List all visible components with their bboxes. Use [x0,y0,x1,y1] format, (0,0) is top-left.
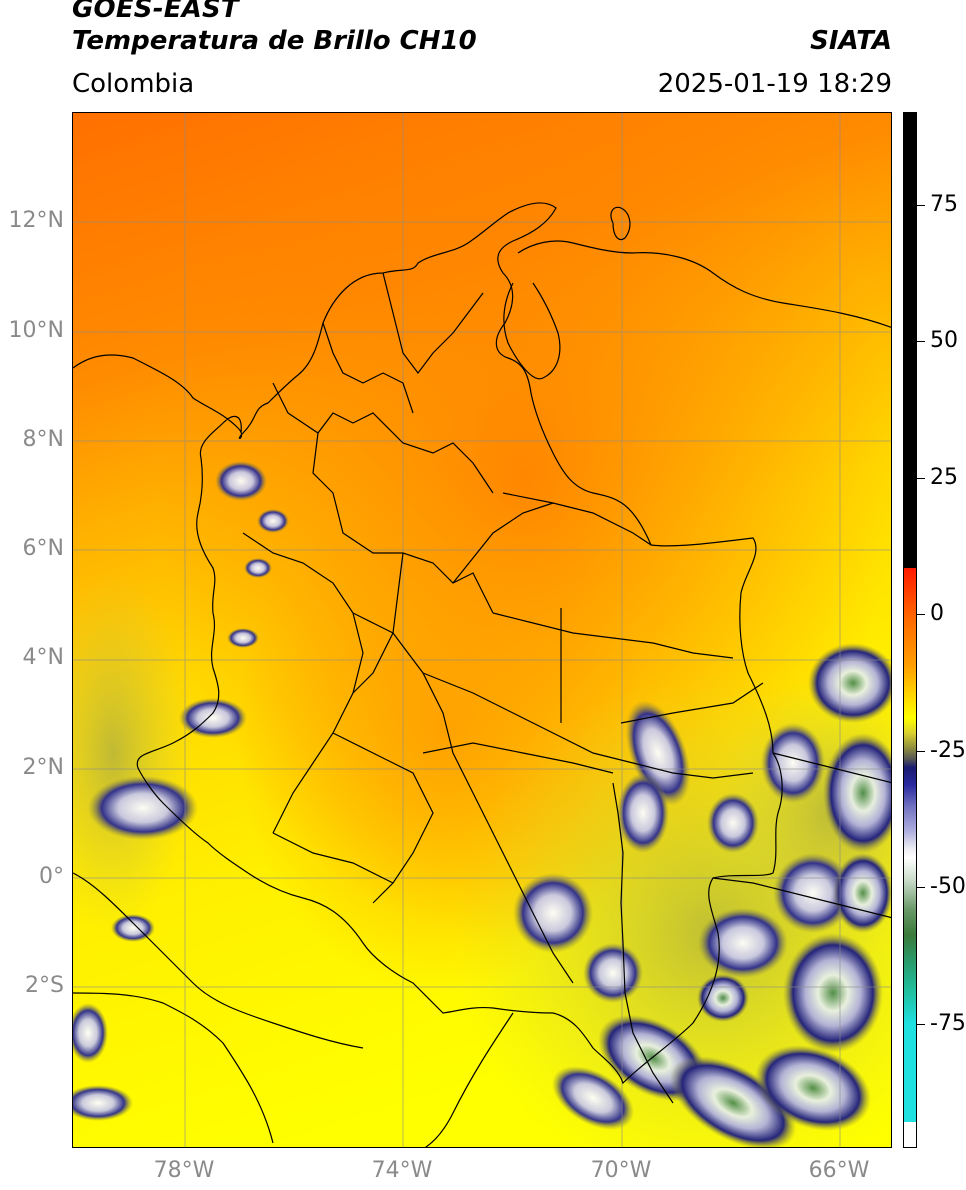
lat-label-4n: 4°N [22,645,64,670]
lat-label-2s: 2°S [25,973,64,998]
colorbar-label-25: 25 [930,465,958,490]
lon-label-74w: 74°W [371,1158,433,1183]
colorbar-tick [917,887,925,888]
temperature-colorbar [903,112,917,1148]
lat-label-12n: 12°N [8,208,64,233]
colorbar-label-0: 0 [930,601,944,626]
cloud-clusters [73,461,891,1147]
colorbar-label-neg50: -50 [930,874,966,899]
colorbar-tick [917,751,925,752]
satellite-title: GOES-EAST [72,0,239,24]
lon-label-70w: 70°W [590,1158,652,1183]
colorbar-label-50: 50 [930,328,958,353]
country-borders [73,202,891,1147]
colorbar-tick [917,1024,925,1025]
colorbar-label-neg25: -25 [930,738,966,763]
product-title: Temperatura de Brillo CH10 [72,26,477,56]
colorbar-tick [917,614,925,615]
satellite-map[interactable] [72,112,892,1148]
region-label: Colombia [72,69,195,99]
map-gridlines [73,113,891,1147]
lat-label-6n: 6°N [22,536,64,561]
lon-label-78w: 78°W [153,1158,215,1183]
colorbar-label-75: 75 [930,192,958,217]
map-canvas [73,113,891,1147]
colorbar-label-neg75: -75 [930,1011,966,1036]
lat-label-2n: 2°N [22,755,64,780]
colorbar-tick [917,205,925,206]
lat-label-0: 0° [39,864,64,889]
lat-label-8n: 8°N [22,427,64,452]
lat-label-10n: 10°N [8,318,64,343]
colorbar-tick [917,341,925,342]
lon-label-66w: 66°W [808,1158,870,1183]
organization-label: SIATA [810,26,892,56]
datetime-label: 2025-01-19 18:29 [657,69,892,99]
colorbar-tick [917,478,925,479]
